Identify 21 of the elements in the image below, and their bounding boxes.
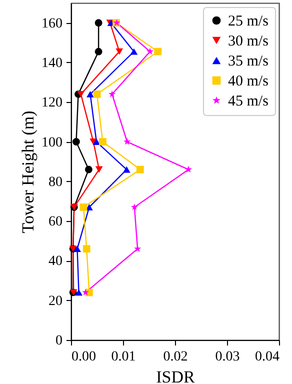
x-axis-title: ISDR bbox=[156, 368, 196, 384]
y-tick-label: 20 bbox=[48, 294, 62, 309]
x-tick-label: 0.01 bbox=[111, 350, 136, 364]
legend-label: 30 m/s bbox=[228, 34, 269, 50]
x-tick-label: 0.04 bbox=[255, 350, 280, 364]
y-tick-label: 80 bbox=[48, 174, 62, 190]
legend-label: 25 m/s bbox=[228, 14, 269, 30]
x-tick-label: 0.02 bbox=[163, 350, 188, 364]
y-tick-label: 120 bbox=[42, 96, 62, 111]
x-tick-label: 0.03 bbox=[215, 350, 240, 364]
y-tick-label: 40 bbox=[48, 254, 62, 270]
y-tick-label: 160 bbox=[42, 16, 62, 32]
x-tick-label: 0.00 bbox=[72, 350, 96, 364]
y-axis-title: Tower Height (m) bbox=[18, 110, 38, 234]
legend-label: 40 m/s bbox=[228, 74, 269, 90]
legend-label: 35 m/s bbox=[228, 54, 269, 70]
y-tick-label: 60 bbox=[48, 214, 62, 230]
y-tick-label: 140 bbox=[42, 56, 62, 71]
y-tick-label: 0 bbox=[56, 334, 62, 348]
y-tick-label: 100 bbox=[42, 135, 62, 150]
legend-label: 45 m/s bbox=[228, 94, 269, 110]
